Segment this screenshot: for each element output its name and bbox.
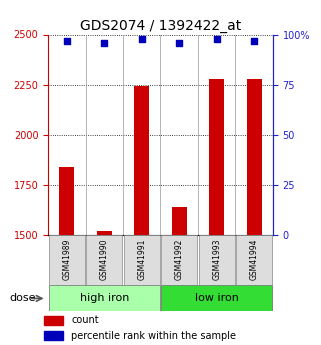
Bar: [209, 79, 224, 235]
Point: [64, 38, 69, 43]
Text: count: count: [71, 315, 99, 325]
Point: [139, 36, 144, 41]
Bar: [49, 285, 160, 310]
Bar: [44, 316, 63, 325]
Bar: [161, 235, 197, 285]
Text: dose: dose: [10, 294, 36, 303]
Bar: [161, 285, 272, 310]
Bar: [172, 207, 187, 235]
Bar: [199, 235, 235, 285]
Text: GSM41994: GSM41994: [250, 239, 259, 280]
Text: GSM41990: GSM41990: [100, 239, 109, 280]
Bar: [134, 86, 149, 235]
Bar: [236, 235, 272, 285]
Bar: [44, 332, 63, 340]
Bar: [59, 167, 74, 235]
Text: GSM41989: GSM41989: [62, 239, 71, 280]
Bar: [49, 235, 85, 285]
Text: percentile rank within the sample: percentile rank within the sample: [71, 331, 236, 341]
Point: [177, 40, 182, 45]
Point: [102, 40, 107, 45]
Bar: [124, 235, 160, 285]
Text: high iron: high iron: [80, 293, 129, 303]
Text: GSM41991: GSM41991: [137, 239, 146, 280]
Bar: [97, 230, 112, 235]
Text: GSM41992: GSM41992: [175, 239, 184, 280]
Text: low iron: low iron: [195, 293, 239, 303]
Point: [214, 36, 219, 41]
Title: GDS2074 / 1392422_at: GDS2074 / 1392422_at: [80, 19, 241, 33]
Text: GSM41993: GSM41993: [212, 239, 221, 280]
Point: [252, 38, 257, 43]
Bar: [86, 235, 122, 285]
Bar: [247, 79, 262, 235]
